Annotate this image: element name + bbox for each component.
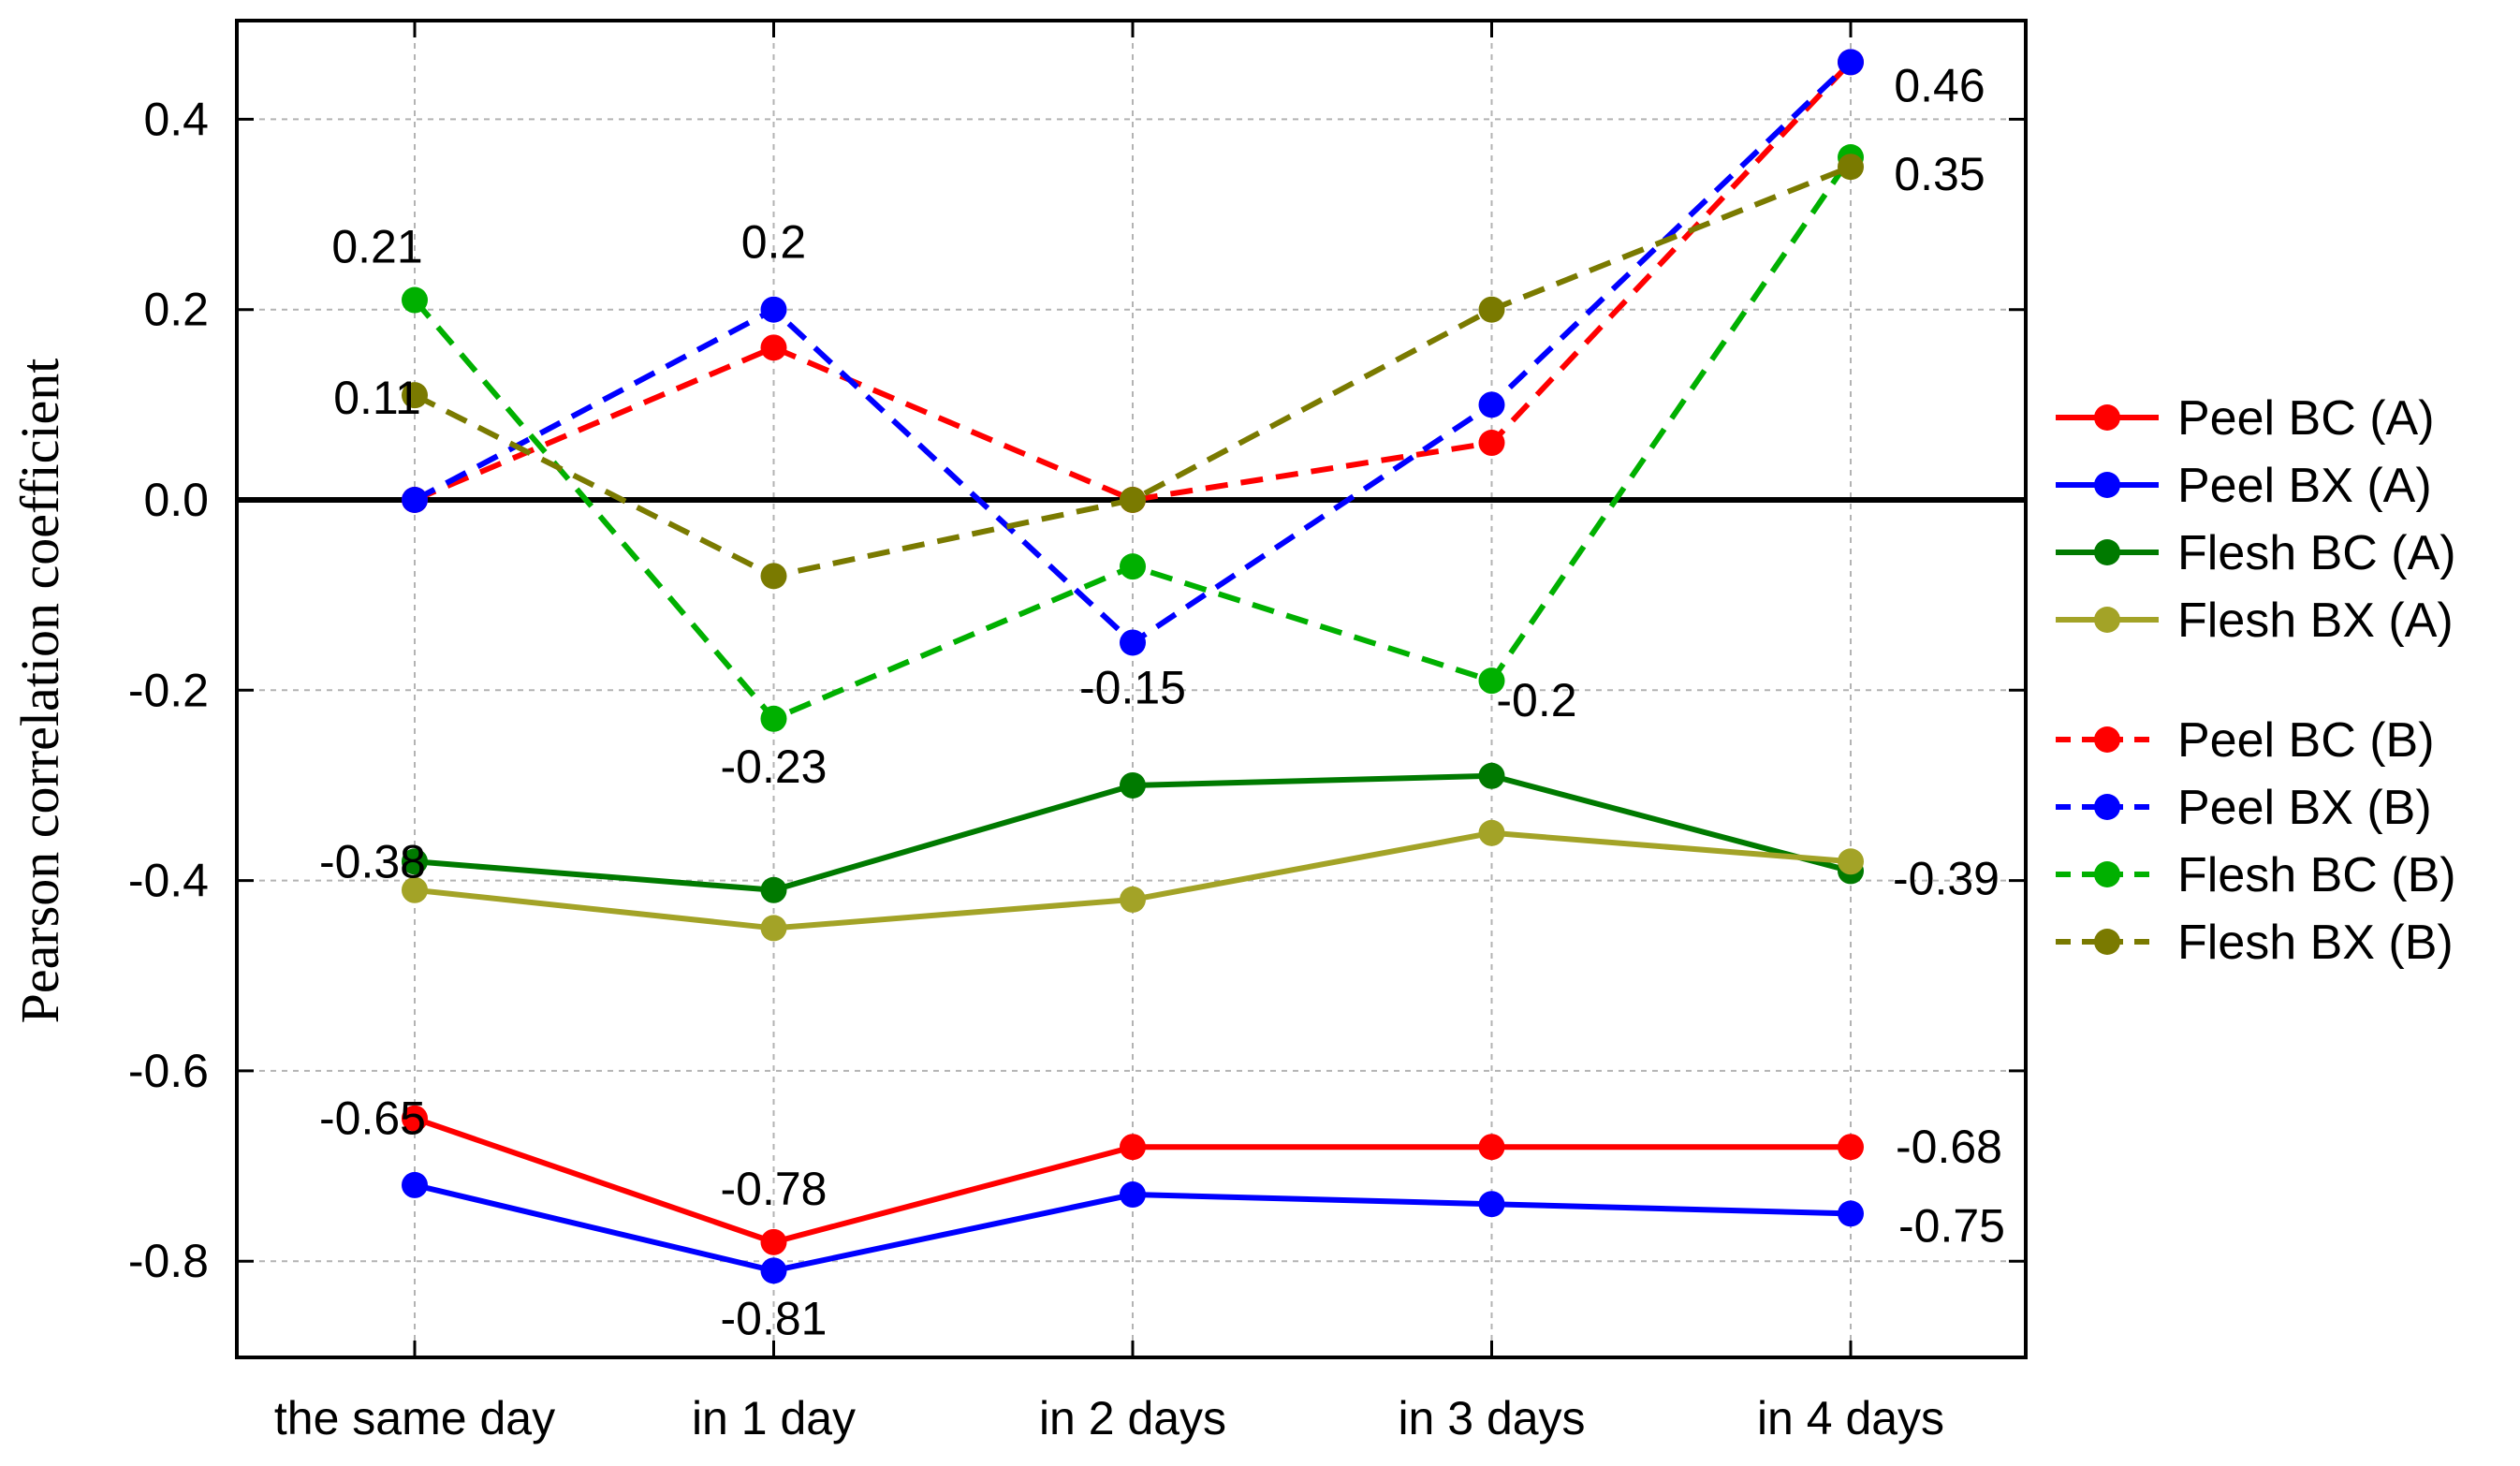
legend-item: Peel BC (A) <box>2056 391 2435 446</box>
data-label: -0.38 <box>319 835 426 887</box>
x-tick-label: in 3 days <box>1398 1392 1585 1444</box>
data-point <box>402 1171 428 1198</box>
data-point <box>760 1257 787 1284</box>
x-tick-label: in 2 days <box>1039 1392 1226 1444</box>
legend-marker <box>2094 472 2120 498</box>
data-point <box>402 382 428 409</box>
legend-item: Peel BX (B) <box>2056 781 2432 835</box>
annotation-layer: 0.21 0.11 -0.38 -0.65 0.2 -0.23 -0.78 -0.81 -0.1… <box>319 59 2005 1344</box>
legend-item: Flesh BC (A) <box>2056 526 2456 580</box>
y-tick-label: 0.2 <box>143 284 209 336</box>
legend-marker <box>2094 726 2120 753</box>
data-point <box>1120 553 1146 580</box>
series-layer <box>402 49 1864 1284</box>
data-label: -0.75 <box>1898 1199 2005 1252</box>
legend: Peel BC (A) Peel BX (A) Flesh BC (A) Flesh … <box>2056 391 2456 970</box>
legend-marker <box>2094 539 2120 565</box>
data-point <box>402 487 428 513</box>
data-label: -0.78 <box>721 1163 828 1215</box>
y-tick-label: -0.6 <box>128 1045 209 1097</box>
data-label: 0.35 <box>1894 148 1985 200</box>
legend-label: Flesh BC (A) <box>2177 526 2456 580</box>
data-point <box>1838 1200 1864 1227</box>
x-tick-label: in 1 day <box>692 1392 856 1444</box>
data-point <box>1478 391 1505 418</box>
data-label: 0.21 <box>331 221 422 273</box>
legend-marker <box>2094 607 2120 633</box>
data-point <box>1838 848 1864 875</box>
data-point <box>1120 487 1146 513</box>
data-point <box>1478 667 1505 695</box>
data-point <box>1838 1134 1864 1161</box>
data-point <box>1478 296 1505 323</box>
data-point <box>402 1105 428 1132</box>
data-label: 0.46 <box>1894 59 1985 111</box>
data-label: -0.68 <box>1896 1121 2002 1173</box>
legend-label: Flesh BX (A) <box>2177 594 2454 648</box>
y-tick-label: -0.8 <box>128 1235 209 1287</box>
legend-item: Flesh BX (A) <box>2056 594 2454 648</box>
legend-item: Flesh BX (B) <box>2056 916 2454 970</box>
x-tick-label: in 4 days <box>1757 1392 1944 1444</box>
data-label: -0.2 <box>1496 674 1576 726</box>
y-tick-label: 0.0 <box>143 474 209 526</box>
data-point <box>760 334 787 361</box>
data-point <box>760 705 787 732</box>
data-point <box>402 286 428 314</box>
ticks-layer: -0.8 -0.6 -0.4 -0.2 0.0 0.2 0.4 the same day in … <box>128 21 2026 1444</box>
data-point <box>1120 886 1146 913</box>
data-point <box>760 915 787 942</box>
y-tick-label: -0.2 <box>128 664 209 716</box>
data-label: 0.2 <box>741 216 807 269</box>
data-point <box>1478 430 1505 457</box>
data-point <box>1478 1134 1505 1161</box>
legend-item: Peel BC (B) <box>2056 713 2435 768</box>
data-point <box>1478 762 1505 789</box>
x-tick-label: the same day <box>274 1392 555 1444</box>
data-label: -0.39 <box>1893 852 2000 904</box>
y-axis-label: Pearson correlation coefficient <box>9 359 70 1024</box>
data-point <box>760 876 787 903</box>
data-point <box>1838 154 1864 181</box>
data-point <box>1120 1134 1146 1161</box>
legend-marker <box>2094 861 2120 887</box>
legend-label: Peel BX (B) <box>2177 781 2432 835</box>
data-point <box>760 1228 787 1255</box>
data-label: 0.11 <box>333 372 421 424</box>
data-point <box>1120 629 1146 656</box>
series-line-4 <box>413 60 1853 503</box>
y-tick-label: 0.4 <box>143 93 209 145</box>
legend-label: Flesh BC (B) <box>2177 848 2456 902</box>
legend-label: Flesh BX (B) <box>2177 916 2454 970</box>
data-point <box>1120 771 1146 799</box>
data-point <box>760 296 787 323</box>
data-label: -0.23 <box>721 740 828 793</box>
data-label: -0.65 <box>319 1092 426 1145</box>
legend-item: Flesh BC (B) <box>2056 848 2456 902</box>
data-point <box>1838 49 1864 76</box>
y-tick-label: -0.4 <box>128 855 209 907</box>
data-label: -0.81 <box>721 1292 828 1344</box>
data-point <box>402 876 428 903</box>
data-point <box>402 848 428 875</box>
legend-marker <box>2094 794 2120 820</box>
legend-label: Peel BX (A) <box>2177 459 2432 513</box>
legend-item: Peel BX (A) <box>2056 459 2432 513</box>
data-point <box>1478 819 1505 846</box>
legend-marker <box>2094 929 2120 955</box>
data-point <box>1120 1181 1146 1209</box>
data-point <box>1478 1191 1505 1218</box>
legend-marker <box>2094 404 2120 431</box>
legend-label: Peel BC (A) <box>2177 391 2435 446</box>
data-label: -0.15 <box>1079 661 1186 713</box>
data-point <box>760 563 787 590</box>
legend-label: Peel BC (B) <box>2177 713 2435 768</box>
